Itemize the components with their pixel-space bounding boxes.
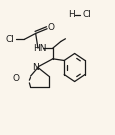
Text: O: O (13, 74, 20, 83)
Text: H: H (68, 10, 75, 19)
Text: HN: HN (33, 44, 47, 53)
Text: Cl: Cl (6, 35, 15, 44)
Text: Cl: Cl (82, 10, 91, 19)
Text: O: O (47, 23, 54, 32)
Text: N: N (31, 63, 38, 72)
